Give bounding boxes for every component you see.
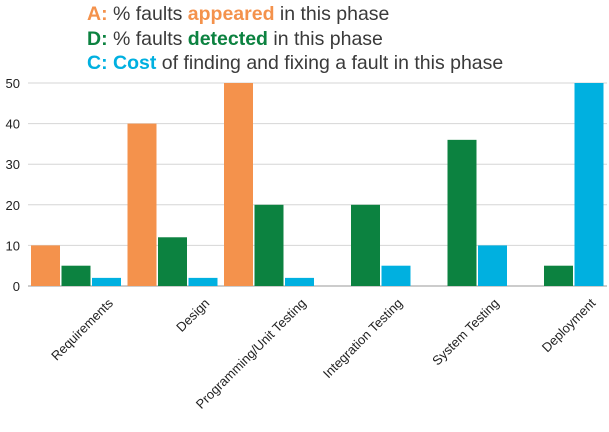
bar-c <box>574 83 604 286</box>
x-category-label: Design <box>173 296 212 335</box>
legend-text: in this phase <box>274 3 390 25</box>
x-category-label: Programming/Unit Testing <box>193 296 309 412</box>
bar-c <box>92 277 121 286</box>
x-category-label: System Testing <box>429 296 502 369</box>
bar-a <box>224 83 253 286</box>
legend-emphasis: detected <box>187 27 268 50</box>
legend-emphasis: Cost <box>113 52 157 74</box>
y-tick-label: 50 <box>6 76 20 91</box>
chart-legend: A: % faults appeared in this phase D: % … <box>87 2 503 76</box>
bar-d <box>254 204 284 286</box>
legend-key: D: <box>87 27 108 50</box>
y-tick-label: 0 <box>13 279 20 294</box>
bar-c <box>478 245 507 286</box>
y-axis-ticks: 0 10 20 30 40 50 <box>6 76 20 294</box>
legend-key: C: <box>87 52 108 74</box>
bar-d <box>351 204 380 286</box>
bar-d <box>447 139 477 286</box>
bar-c <box>285 277 314 286</box>
bars <box>31 83 604 286</box>
legend-text: % faults <box>107 27 188 50</box>
legend-key: A: <box>87 3 108 25</box>
legend-entry-a: A: % faults appeared in this phase <box>87 2 503 27</box>
legend-emphasis: appeared <box>187 3 275 25</box>
y-tick-label: 10 <box>6 238 20 253</box>
y-tick-label: 40 <box>6 117 20 132</box>
y-tick-label: 30 <box>6 157 20 172</box>
bar-a <box>31 245 60 286</box>
legend-text: in this phase <box>267 27 383 50</box>
legend-text: of finding and fixing a fault in this ph… <box>156 52 504 74</box>
bar-c <box>188 277 218 286</box>
x-category-label: Requirements <box>48 295 116 363</box>
bar-c <box>381 265 411 286</box>
bar-d <box>544 265 573 286</box>
bar-d <box>158 237 187 286</box>
x-category-label: Deployment <box>539 295 599 355</box>
gridlines <box>28 82 607 287</box>
legend-text: % faults <box>107 3 188 25</box>
x-category-label: Integration Testing <box>320 296 406 382</box>
bar-d <box>61 265 91 286</box>
y-tick-label: 20 <box>6 198 20 213</box>
legend-entry-d: D: % faults detected in this phase <box>87 27 503 52</box>
legend-entry-c: C: Cost of finding and fixing a fault in… <box>87 51 503 76</box>
bar-a <box>127 123 157 286</box>
